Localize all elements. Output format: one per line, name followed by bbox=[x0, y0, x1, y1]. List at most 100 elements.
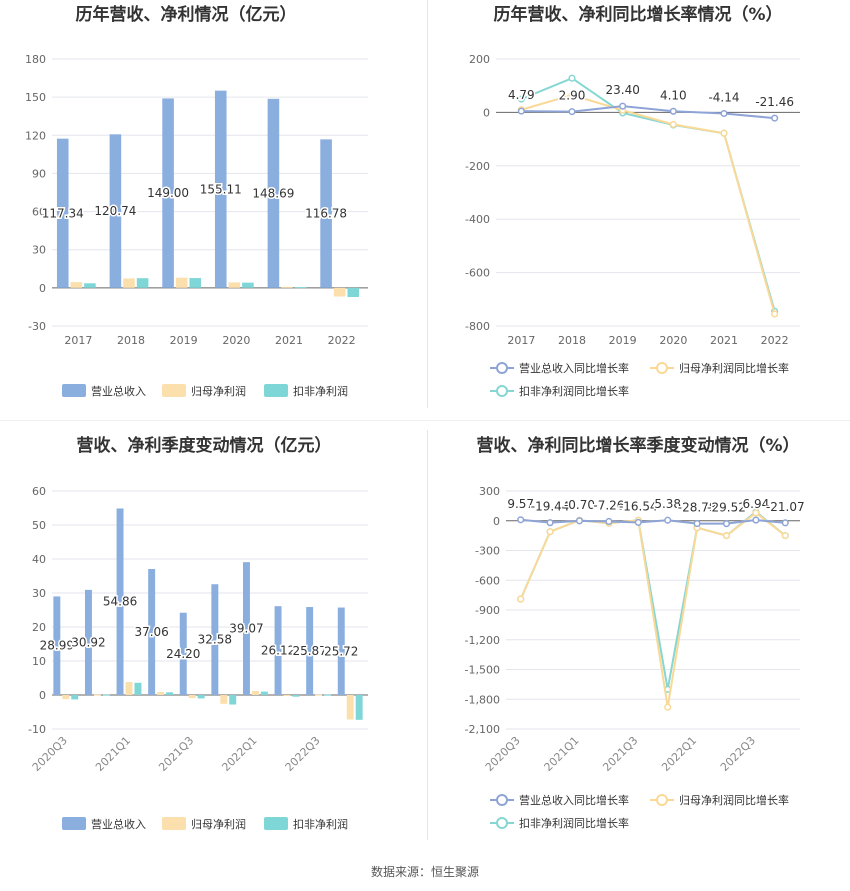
legend-item-2[interactable]: 扣非净利润同比增长率 bbox=[490, 816, 629, 830]
bar-series-2 bbox=[136, 278, 149, 288]
x-tick-label: 2022Q1 bbox=[219, 734, 259, 774]
bar-series-2 bbox=[197, 695, 205, 699]
line-point-0 bbox=[517, 516, 525, 524]
bar-series-2 bbox=[71, 695, 79, 700]
line-point-1 bbox=[546, 528, 554, 536]
line-point-0 bbox=[619, 102, 627, 110]
line-data-label: 4.79 bbox=[508, 88, 535, 102]
bar-series-1 bbox=[62, 695, 70, 700]
bar-series-2 bbox=[242, 282, 254, 288]
y-tick-label: -30 bbox=[28, 320, 46, 333]
legend-item-2[interactable]: 扣非净利润 bbox=[264, 384, 348, 398]
line-point-0 bbox=[568, 108, 576, 116]
line-point-0 bbox=[720, 109, 728, 118]
line-point-1 bbox=[517, 595, 525, 603]
y-tick-label: 50 bbox=[32, 519, 46, 532]
bar-series-1 bbox=[228, 282, 241, 288]
bar-series-2 bbox=[260, 691, 268, 695]
legend-item-2[interactable]: 扣非净利润 bbox=[264, 817, 348, 831]
y-tick-label: -1,500 bbox=[465, 664, 500, 677]
bar-series-2 bbox=[166, 692, 174, 695]
bar-data-label: 37.06 bbox=[134, 625, 168, 639]
bar-series-1 bbox=[175, 277, 188, 288]
line-data-label: 2.90 bbox=[559, 89, 586, 103]
legend-label: 归母净利润 bbox=[191, 384, 246, 398]
bar-data-label: 120.74 bbox=[94, 204, 136, 218]
x-tick-label: 2019 bbox=[170, 334, 198, 347]
line-point-0 bbox=[722, 520, 731, 528]
line-point-0 bbox=[752, 516, 760, 524]
legend-item-1[interactable]: 归母净利润 bbox=[162, 384, 246, 398]
bar-series-1 bbox=[315, 694, 323, 696]
y-tick-label: 0 bbox=[39, 689, 46, 702]
legend-item-0[interactable]: 营业总收入 bbox=[62, 817, 146, 831]
legend-item-2[interactable]: 扣非净利润同比增长率 bbox=[490, 384, 629, 398]
y-tick-label: 0 bbox=[483, 106, 490, 119]
chart-title: 营收、净利季度变动情况（亿元） bbox=[77, 435, 332, 456]
bar-data-label: 54.86 bbox=[103, 595, 137, 609]
y-tick-label: -400 bbox=[465, 213, 490, 226]
bar-series-0 bbox=[214, 90, 227, 288]
bar-data-label: 24.20 bbox=[166, 647, 200, 661]
y-tick-label: 20 bbox=[32, 621, 46, 634]
y-tick-label: 60 bbox=[32, 485, 46, 498]
legend-item-1[interactable]: 归母净利润 bbox=[162, 817, 246, 831]
vertical-divider-bottom bbox=[427, 430, 428, 840]
bar-series-1 bbox=[346, 695, 354, 720]
line-series-0 bbox=[521, 105, 775, 120]
legend-label: 营业总收入同比增长率 bbox=[519, 361, 629, 375]
line-data-label: -16.54 bbox=[619, 499, 658, 513]
bar-series-0 bbox=[274, 606, 282, 695]
y-tick-label: 150 bbox=[25, 91, 46, 104]
legend-swatch-marker bbox=[496, 794, 508, 806]
x-tick-label: 2020 bbox=[659, 334, 687, 347]
line-point-1 bbox=[568, 91, 576, 99]
legend-item-1[interactable]: 归母净利润同比增长率 bbox=[650, 793, 789, 807]
bar-data-label: 117.34 bbox=[42, 206, 84, 220]
line-point-1 bbox=[752, 509, 760, 517]
bar-series-0 bbox=[337, 607, 345, 695]
x-tick-label: 2020Q3 bbox=[30, 734, 70, 774]
legend-item-0[interactable]: 营业总收入 bbox=[62, 384, 146, 398]
bar-series-2 bbox=[84, 283, 96, 288]
bar-series-1 bbox=[157, 691, 165, 695]
x-tick-label: 2022 bbox=[761, 334, 789, 347]
y-tick-label: -900 bbox=[475, 604, 500, 617]
bar-series-1 bbox=[333, 287, 346, 297]
y-tick-label: -10 bbox=[28, 723, 46, 736]
y-tick-label: 60 bbox=[32, 206, 46, 219]
legend-item-0[interactable]: 营业总收入同比增长率 bbox=[490, 793, 629, 807]
bar-series-0 bbox=[267, 98, 280, 288]
line-point-1 bbox=[771, 310, 779, 318]
x-tick-label: 2022 bbox=[328, 334, 356, 347]
bar-data-label: 149.00 bbox=[147, 186, 189, 200]
panel-annual-revenue-profit: 历年营收、净利情况（亿元） -30 0 30 60 90 120 150 180 2017 2018… bbox=[25, 4, 368, 398]
bar-series-2 bbox=[229, 695, 237, 705]
bar-data-label: 30.92 bbox=[71, 635, 105, 649]
x-tick-label: 2017 bbox=[507, 334, 535, 347]
line-series-2 bbox=[520, 77, 776, 312]
line-data-label: 6.94 bbox=[743, 497, 770, 511]
bar-series-0 bbox=[109, 134, 122, 288]
panel-quarterly-revenue-profit: 营收、净利季度变动情况（亿元） -10 0 10 20 30 40 50 60 2020Q3 202… bbox=[28, 435, 368, 831]
line-point-2 bbox=[517, 95, 525, 103]
bar-series-0 bbox=[211, 584, 219, 695]
panel-quarterly-growth-rate: 营收、净利同比增长率季度变动情况（%） -2,100 -1,800 -1,500 -1,… bbox=[465, 435, 807, 830]
legend-swatch bbox=[264, 384, 288, 397]
x-tick-label: 2018 bbox=[117, 334, 145, 347]
x-tick-label: 2021Q1 bbox=[542, 734, 582, 774]
line-point-1 bbox=[664, 703, 672, 711]
legend-item-0[interactable]: 营业总收入同比增长率 bbox=[490, 361, 629, 375]
bar-series-2 bbox=[294, 287, 307, 289]
legend-item-1[interactable]: 归母净利润同比增长率 bbox=[650, 361, 789, 375]
line-point-1 bbox=[781, 532, 789, 540]
y-tick-label: -800 bbox=[465, 320, 490, 333]
bar-series-0 bbox=[56, 138, 69, 288]
bar-series-0 bbox=[53, 596, 61, 695]
y-tick-label: 300 bbox=[479, 485, 500, 498]
legend-swatch-marker bbox=[496, 385, 508, 397]
line-point-0 bbox=[693, 520, 701, 528]
legend-label: 营业总收入 bbox=[91, 384, 146, 398]
panel-annual-growth-rate: 历年营收、净利同比增长率情况（%） -800 -600 -400 -200 0 200 201… bbox=[465, 4, 800, 398]
